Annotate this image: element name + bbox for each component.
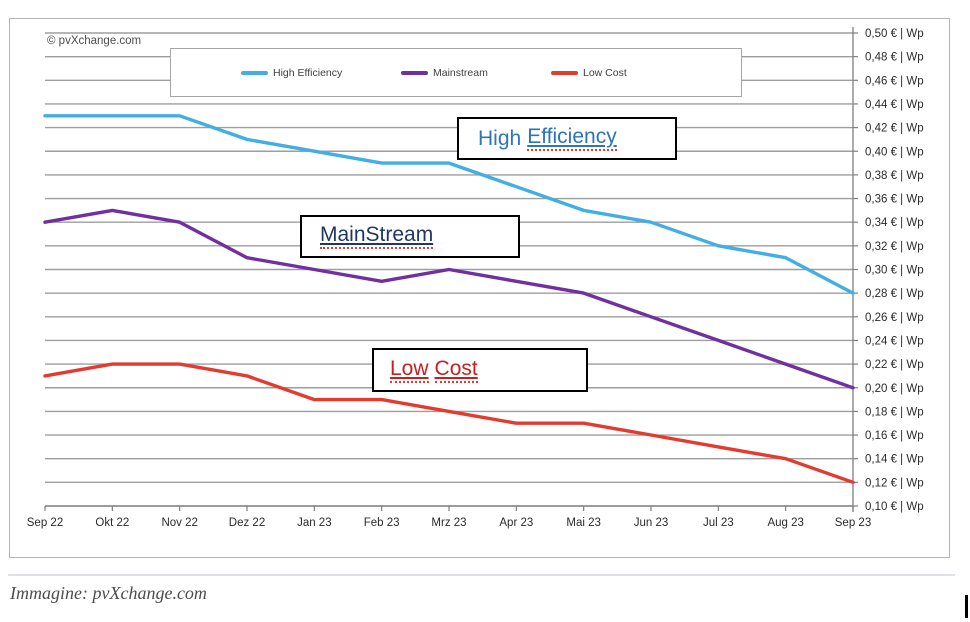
low-cost-label-word1: Low bbox=[390, 358, 429, 383]
x-axis-label: Mrz 23 bbox=[431, 517, 466, 529]
x-axis-label: Mai 23 bbox=[566, 517, 601, 529]
mainstream-textbox[interactable]: MainStream bbox=[300, 215, 520, 258]
x-axis-label: Apr 23 bbox=[499, 517, 533, 529]
legend-swatch bbox=[551, 70, 578, 75]
x-axis-label: Jan 23 bbox=[297, 517, 332, 529]
divider bbox=[8, 574, 955, 576]
y-axis-label: 0,40 € | Wp bbox=[865, 146, 924, 158]
x-axis-label: Sep 23 bbox=[835, 517, 871, 529]
y-axis-label: 0,28 € | Wp bbox=[865, 288, 924, 300]
x-axis-label: Dez 22 bbox=[229, 517, 265, 529]
series-line-low-cost bbox=[43, 362, 855, 484]
legend-item: Mainstream bbox=[401, 49, 488, 96]
chart-legend: High Efficiency Mainstream Low Cost bbox=[170, 48, 742, 97]
high-efficiency-label-plain: High bbox=[478, 127, 522, 150]
y-axis-label: 0,24 € | Wp bbox=[865, 335, 924, 347]
series-line-high-efficiency bbox=[43, 114, 855, 295]
y-axis-label: 0,42 € | Wp bbox=[865, 123, 924, 135]
legend-item: High Efficiency bbox=[241, 49, 342, 96]
x-axis-label: Jun 23 bbox=[634, 517, 669, 529]
y-axis-label: 0,46 € | Wp bbox=[865, 75, 924, 87]
x-axis-label: Okt 22 bbox=[95, 517, 129, 529]
y-axis-label: 0,18 € | Wp bbox=[865, 406, 924, 418]
y-axis-label: 0,38 € | Wp bbox=[865, 170, 924, 182]
x-axis-label: Feb 23 bbox=[364, 517, 400, 529]
y-axis-label: 0,44 € | Wp bbox=[865, 99, 924, 111]
mainstream-label: MainStream bbox=[320, 224, 434, 249]
legend-swatch bbox=[401, 70, 428, 75]
y-axis-label: 0,26 € | Wp bbox=[865, 312, 924, 324]
legend-label: Low Cost bbox=[583, 66, 627, 79]
y-axis-label: 0,20 € | Wp bbox=[865, 383, 924, 395]
y-axis-label: 0,22 € | Wp bbox=[865, 359, 924, 371]
y-axis-label: 0,32 € | Wp bbox=[865, 241, 924, 253]
y-axis-label: 0,14 € | Wp bbox=[865, 454, 924, 466]
chart-copyright: © pvXchange.com bbox=[47, 35, 142, 47]
low-cost-label-word2: Cost bbox=[434, 358, 478, 383]
y-axis-label: 0,36 € | Wp bbox=[865, 194, 924, 206]
y-axis-label: 0,50 € | Wp bbox=[865, 28, 924, 40]
y-axis-label: 0,16 € | Wp bbox=[865, 430, 924, 442]
image-credit-caption: Immagine: pvXchange.com bbox=[10, 583, 207, 603]
series-line-mainstream bbox=[43, 208, 855, 390]
y-axis-label: 0,30 € | Wp bbox=[865, 265, 924, 277]
y-axis-label: 0,12 € | Wp bbox=[865, 477, 924, 489]
y-axis-label: 0,48 € | Wp bbox=[865, 52, 924, 64]
x-axis-label: Aug 23 bbox=[767, 517, 803, 529]
legend-item: Low Cost bbox=[551, 49, 627, 96]
y-axis-label: 0,10 € | Wp bbox=[865, 501, 924, 513]
chart-panel[interactable] bbox=[9, 18, 950, 558]
low-cost-textbox[interactable]: Low Cost bbox=[372, 348, 588, 392]
legend-swatch bbox=[241, 70, 268, 75]
high-efficiency-label-underlined: Efficiency bbox=[527, 126, 617, 151]
high-efficiency-textbox[interactable]: High Efficiency bbox=[457, 117, 677, 160]
y-axis-label: 0,34 € | Wp bbox=[865, 217, 924, 229]
text-cursor bbox=[965, 595, 968, 618]
legend-label: High Efficiency bbox=[273, 66, 343, 79]
x-axis-label: Nov 22 bbox=[161, 517, 197, 529]
x-axis-label: Jul 23 bbox=[703, 517, 734, 529]
x-axis-label: Sep 22 bbox=[27, 517, 63, 529]
legend-label: Mainstream bbox=[433, 66, 488, 79]
